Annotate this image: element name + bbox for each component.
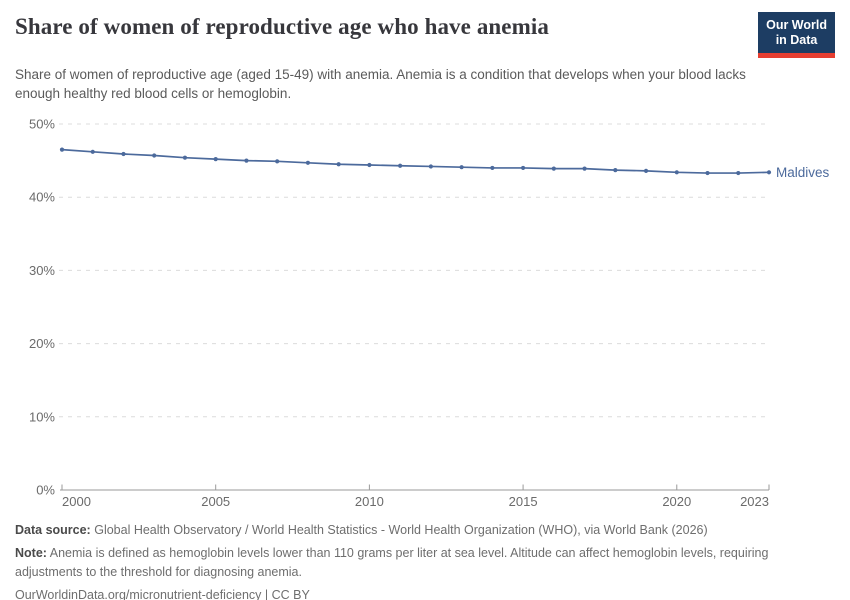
x-tick-label-2015: 2015 [509, 494, 538, 509]
data-source-text: Global Health Observatory / World Health… [94, 523, 708, 538]
x-tick-label-2000: 2000 [62, 494, 91, 509]
data-point-2003[interactable] [152, 153, 157, 158]
data-point-2006[interactable] [244, 158, 249, 164]
x-tick-label-2005: 2005 [201, 494, 230, 509]
data-point-2011[interactable] [398, 163, 403, 169]
series-line-maldives[interactable] [61, 149, 770, 175]
owid-logo-line2: in Data [775, 33, 818, 47]
data-point-2007[interactable] [275, 159, 280, 164]
data-point-2009[interactable] [336, 162, 341, 167]
data-point-2002[interactable] [121, 152, 126, 157]
data-point-2005[interactable] [213, 157, 218, 162]
data-point-2004[interactable] [182, 155, 188, 161]
data-point-2020[interactable] [674, 170, 679, 175]
data-point-2022[interactable] [736, 171, 741, 176]
y-tick-label-10: 10% [29, 410, 55, 425]
chart-svg: 0% 10% 20% 30% 40% 50% 2000 2005 2010 2015 2020 202… [29, 117, 830, 510]
data-point-2008[interactable] [305, 161, 311, 166]
citation-line: OurWorldinData.org/micronutrient-deficie… [15, 587, 310, 600]
y-tick-label-30: 30% [29, 263, 55, 278]
data-point-2021[interactable] [705, 171, 710, 176]
y-tick-label-20: 20% [29, 336, 55, 351]
x-tick-label-2020: 2020 [662, 494, 691, 509]
data-point-2015[interactable] [520, 166, 526, 171]
y-tick-label-40: 40% [29, 190, 55, 205]
data-point-2012[interactable] [428, 164, 433, 169]
data-source-label: Data source: [15, 523, 91, 538]
y-tick-label-0: 0% [36, 483, 55, 498]
line-chart: 0% 10% 20% 30% 40% 50% 2000 2005 2010 2015 2020 202… [15, 106, 835, 516]
chart-subtitle: Share of women of reproductive age (aged… [15, 67, 746, 102]
data-point-2017[interactable] [582, 166, 587, 172]
series-end-label-maldives[interactable]: Maldives [776, 165, 830, 180]
page-title: Share of women of reproductive age who h… [15, 14, 549, 39]
data-point-2013[interactable] [459, 165, 464, 170]
owid-logo-line1: Our World [766, 18, 827, 32]
data-point-2018[interactable] [613, 168, 618, 173]
data-point-2023[interactable] [766, 170, 772, 175]
note-line: Note: Anemia is defined as hemoglobin le… [15, 544, 835, 580]
data-point-2016[interactable] [551, 166, 556, 172]
data-source-line: Data source: Global Health Observatory /… [15, 521, 835, 539]
header: Share of women of reproductive age who h… [15, 0, 835, 58]
data-point-2000[interactable] [59, 147, 65, 153]
note-label: Note: [15, 546, 47, 561]
data-point-2019[interactable] [643, 169, 649, 174]
data-point-2014[interactable] [490, 166, 495, 171]
chart-footer: Data source: Global Health Observatory /… [15, 521, 835, 600]
note-text: Anemia is defined as hemoglobin levels l… [15, 546, 769, 579]
x-tick-label-2010: 2010 [355, 494, 384, 509]
owid-logo[interactable]: Our World in Data [758, 12, 835, 58]
x-tick-label-2023: 2023 [740, 494, 769, 509]
y-tick-label-50: 50% [29, 117, 55, 132]
data-point-2010[interactable] [367, 163, 372, 168]
data-point-2001[interactable] [90, 150, 95, 155]
